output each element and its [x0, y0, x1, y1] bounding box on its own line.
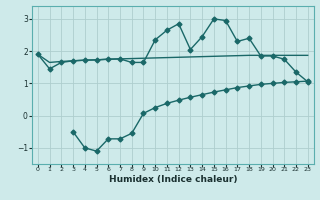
- X-axis label: Humidex (Indice chaleur): Humidex (Indice chaleur): [108, 175, 237, 184]
